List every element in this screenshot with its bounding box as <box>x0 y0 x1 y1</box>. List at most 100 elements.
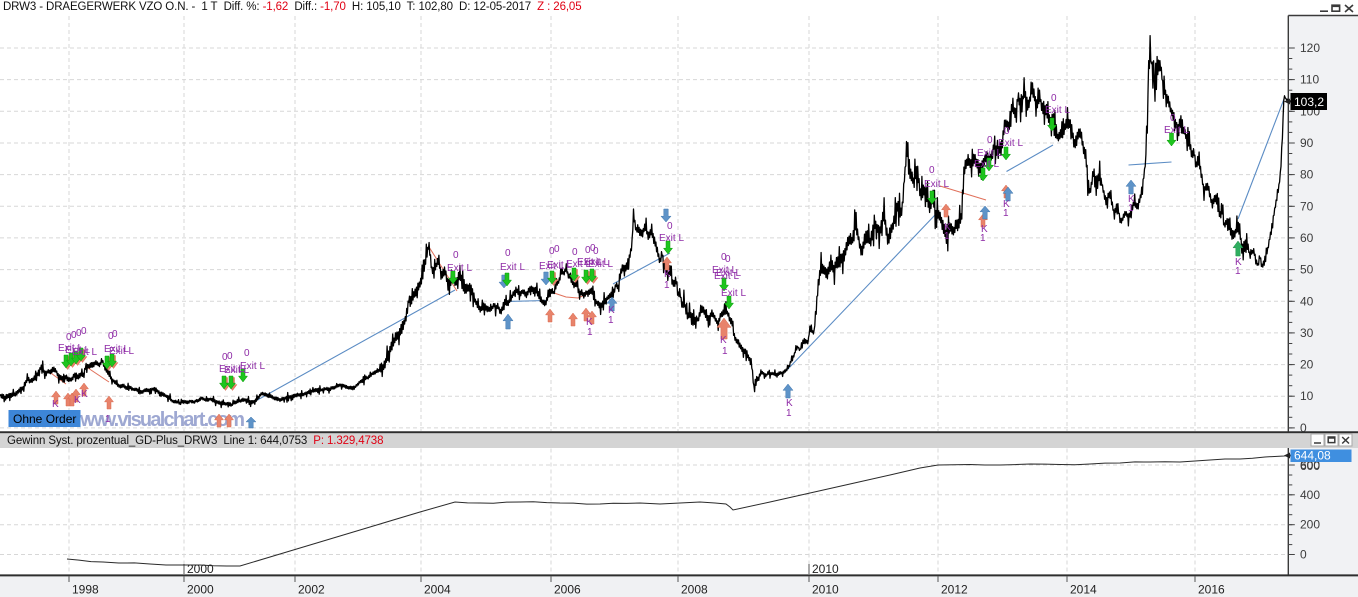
svg-text:0: 0 <box>76 328 82 339</box>
svg-text:K: K <box>981 224 988 235</box>
svg-text:Exit L: Exit L <box>566 259 591 270</box>
svg-text:Exit L: Exit L <box>547 260 572 271</box>
svg-text:Exit L: Exit L <box>500 262 525 273</box>
svg-text:1: 1 <box>587 327 593 338</box>
svg-text:Exit L: Exit L <box>659 233 684 244</box>
svg-text:Exit L: Exit L <box>240 361 265 372</box>
svg-text:0: 0 <box>593 246 599 257</box>
svg-text:0: 0 <box>66 332 72 343</box>
svg-text:Exit L: Exit L <box>998 138 1023 149</box>
svg-text:0: 0 <box>227 351 233 362</box>
svg-text:2010: 2010 <box>812 562 839 576</box>
svg-text:0: 0 <box>112 329 118 340</box>
svg-text:40: 40 <box>1300 294 1314 308</box>
svg-text:1: 1 <box>722 346 728 357</box>
svg-text:K: K <box>52 399 59 410</box>
svg-text:2004: 2004 <box>424 583 451 597</box>
svg-text:Exit L: Exit L <box>924 179 949 190</box>
svg-text:30: 30 <box>1300 326 1314 340</box>
svg-text:Exit L: Exit L <box>109 346 134 357</box>
svg-text:Exit L: Exit L <box>447 263 472 274</box>
svg-text:0: 0 <box>725 254 731 265</box>
svg-text:1998: 1998 <box>72 583 99 597</box>
svg-text:0: 0 <box>1004 126 1010 137</box>
svg-text:0: 0 <box>667 221 673 232</box>
svg-text:644,08: 644,08 <box>1294 449 1331 463</box>
svg-text:0: 0 <box>81 326 87 337</box>
svg-text:0: 0 <box>549 246 555 257</box>
svg-text:K: K <box>74 395 81 406</box>
svg-text:K: K <box>586 317 593 328</box>
svg-text:2014: 2014 <box>1070 583 1097 597</box>
svg-text:0: 0 <box>590 243 596 254</box>
svg-text:400: 400 <box>1300 488 1320 502</box>
svg-text:0: 0 <box>987 135 993 146</box>
svg-text:70: 70 <box>1300 199 1314 213</box>
svg-text:0: 0 <box>453 250 459 261</box>
svg-text:Exit L: Exit L <box>977 148 1002 159</box>
svg-text:2012: 2012 <box>941 583 968 597</box>
svg-text:1: 1 <box>1003 208 1009 219</box>
svg-text:0: 0 <box>505 248 511 259</box>
svg-text:Exit L: Exit L <box>72 347 97 358</box>
svg-text:K: K <box>944 222 951 233</box>
svg-text:0: 0 <box>1051 93 1057 104</box>
svg-text:0: 0 <box>572 247 578 258</box>
svg-text:K: K <box>720 335 727 346</box>
svg-text:K: K <box>1003 199 1010 210</box>
svg-text:Exit L: Exit L <box>721 288 746 299</box>
svg-text:Exit L: Exit L <box>224 365 249 376</box>
svg-text:Exit L: Exit L <box>974 159 999 170</box>
svg-text:1: 1 <box>944 231 950 242</box>
svg-text:600: 600 <box>1300 459 1320 473</box>
svg-text:Exit L: Exit L <box>65 345 90 356</box>
svg-text:0: 0 <box>1170 113 1176 124</box>
svg-text:0: 0 <box>244 348 250 359</box>
svg-text:103,2: 103,2 <box>1294 95 1324 109</box>
svg-text:10: 10 <box>1300 389 1314 403</box>
svg-text:2000: 2000 <box>187 562 214 576</box>
svg-text:50: 50 <box>1300 263 1314 277</box>
svg-text:1: 1 <box>1235 266 1241 277</box>
svg-text:1: 1 <box>105 414 111 425</box>
svg-text:Exit L: Exit L <box>716 268 741 279</box>
svg-text:Exit L: Exit L <box>588 259 613 270</box>
svg-text:Exit L: Exit L <box>104 344 129 355</box>
svg-text:1: 1 <box>608 315 614 326</box>
svg-text:0: 0 <box>71 330 77 341</box>
svg-text:1: 1 <box>664 280 670 291</box>
svg-text:Ohne Order: Ohne Order <box>13 412 76 426</box>
svg-text:0: 0 <box>1300 421 1307 435</box>
svg-text:Exit L: Exit L <box>539 261 564 272</box>
svg-text:0: 0 <box>222 352 228 363</box>
svg-text:Exit L: Exit L <box>712 265 737 276</box>
svg-text:K: K <box>786 398 793 409</box>
svg-text:K: K <box>608 305 615 316</box>
svg-text:0: 0 <box>929 165 935 176</box>
svg-text:Exit L: Exit L <box>1045 105 1070 116</box>
svg-text:www.visualchart.com: www.visualchart.com <box>72 409 245 431</box>
svg-text:K: K <box>1235 257 1242 268</box>
svg-text:K: K <box>1128 194 1135 205</box>
svg-text:90: 90 <box>1300 136 1314 150</box>
svg-text:Exit L: Exit L <box>219 364 244 375</box>
svg-text:0: 0 <box>1300 548 1307 562</box>
svg-text:110: 110 <box>1300 73 1319 87</box>
svg-text:2008: 2008 <box>681 583 708 597</box>
svg-text:Exit L: Exit L <box>1164 125 1189 136</box>
svg-text:Exit L: Exit L <box>584 257 609 268</box>
svg-text:0: 0 <box>585 245 591 256</box>
svg-text:2016: 2016 <box>1198 583 1225 597</box>
svg-text:0: 0 <box>721 252 727 263</box>
svg-text:K: K <box>81 389 88 400</box>
svg-text:1: 1 <box>980 233 986 244</box>
svg-text:120: 120 <box>1300 41 1320 55</box>
svg-text:Exit L: Exit L <box>714 271 739 282</box>
svg-text:2000: 2000 <box>187 583 214 597</box>
svg-text:2006: 2006 <box>554 583 581 597</box>
svg-text:60: 60 <box>1300 231 1314 245</box>
svg-text:2010: 2010 <box>812 583 839 597</box>
svg-text:200: 200 <box>1300 518 1320 532</box>
svg-text:Exit L: Exit L <box>58 343 83 354</box>
svg-text:0: 0 <box>554 244 560 255</box>
